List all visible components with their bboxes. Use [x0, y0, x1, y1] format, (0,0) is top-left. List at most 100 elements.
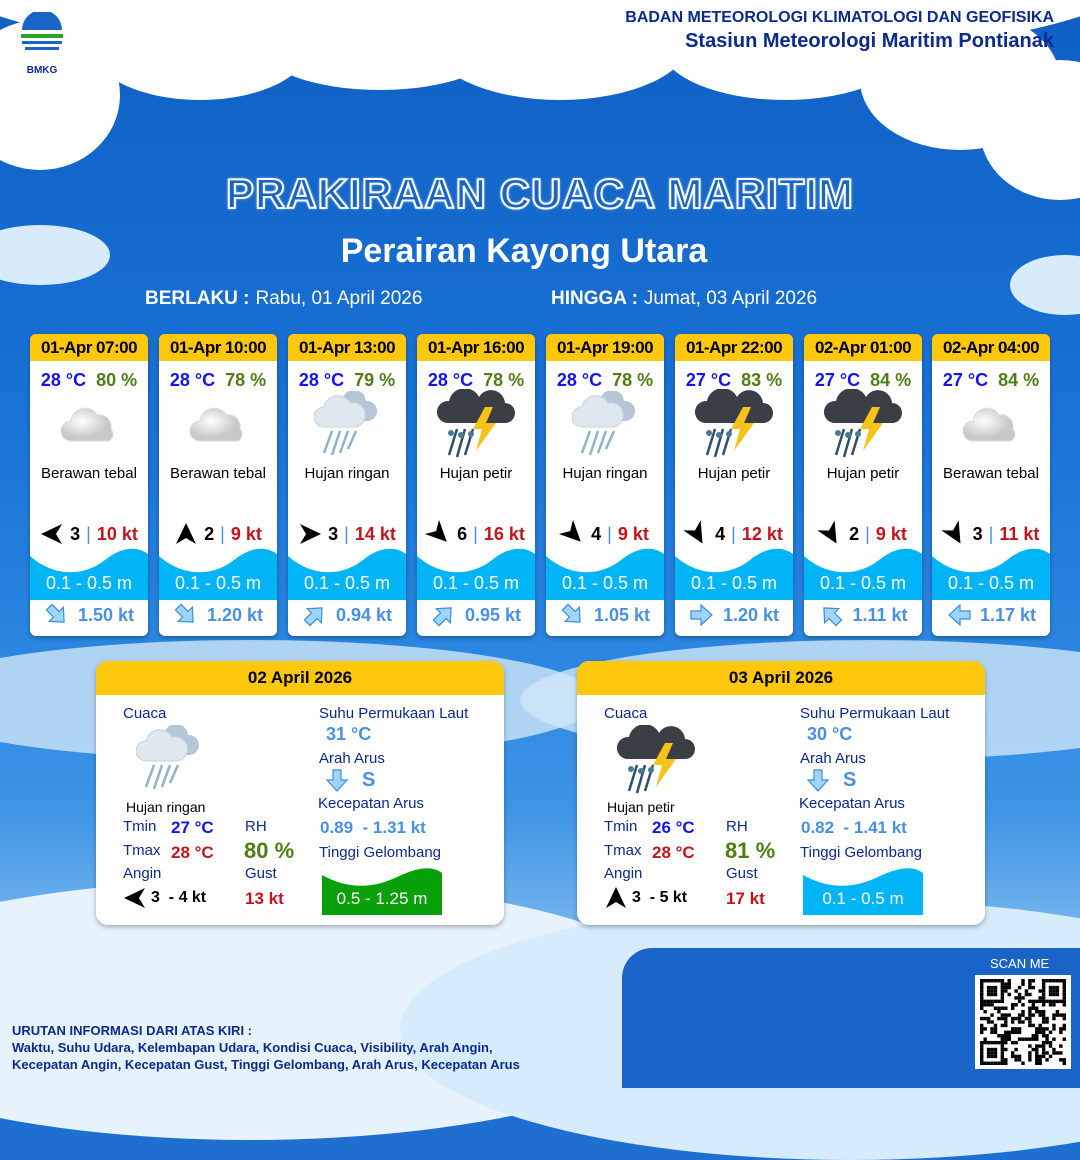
weather-condition: Hujan petir	[826, 465, 900, 482]
qr-code[interactable]	[975, 975, 1071, 1069]
thunderstorm-icon	[616, 724, 695, 802]
forecast-card: 02-Apr 01:00 27 °C 84 % Hujan petir 2 | 9 kt 0…	[804, 334, 922, 636]
light-rain-icon	[288, 391, 406, 459]
cloudy-icon	[159, 391, 277, 459]
current-speed: 0.95 kt	[464, 604, 522, 625]
wind-speed: 2	[204, 523, 215, 544]
wind-direction-icon	[940, 520, 961, 544]
weather-condition: Hujan petir	[697, 465, 771, 482]
wind-direction-icon	[124, 888, 145, 908]
sea-surface-temp: 31 °C	[326, 724, 372, 744]
current-direction-icon	[948, 603, 971, 627]
air-temp: 27 °C	[814, 370, 861, 390]
wave-height: 0.1 - 0.5 m	[932, 548, 1050, 600]
forecast-card: 01-Apr 13:00 28 °C 79 % Hujan ringan 3 | 14 k…	[288, 334, 406, 636]
humidity: 78 %	[225, 370, 267, 390]
tmax: 28 °C	[652, 843, 695, 862]
humidity: 78 %	[612, 370, 654, 390]
current-speed: 1.20 kt	[206, 604, 264, 625]
cloudy-icon	[932, 391, 1050, 459]
wave-height: 0.1 - 0.5 m	[417, 548, 535, 600]
humidity: 84 %	[870, 370, 912, 390]
wind-speed: 4	[591, 523, 602, 544]
wave-height: 0.1 - 0.5 m	[30, 548, 148, 600]
current-speed: 1.17 kt	[979, 604, 1037, 625]
current-direction-icon	[174, 603, 194, 623]
forecast-time: 01-Apr 13:00	[288, 334, 406, 361]
bmkg-logo: BMKG	[14, 10, 70, 76]
wind-speed: 4	[715, 523, 726, 544]
summary-wind: 3 - 5 kt	[632, 889, 688, 906]
wave-height: 0.1 - 0.5 m	[804, 548, 922, 600]
org-name: BADAN METEOROLOGI KLIMATOLOGI DAN GEOFIS…	[625, 9, 1054, 26]
forecast-card: 01-Apr 22:00 27 °C 83 % Hujan petir 4 | 12 kt…	[675, 334, 793, 636]
current-direction-icon	[690, 603, 713, 627]
wind-speed: 3	[972, 523, 983, 544]
air-temp: 28 °C	[169, 370, 216, 390]
valid-to: HINGGA : Jumat, 03 April 2026	[551, 288, 818, 309]
weather-condition: Berawan tebal	[41, 465, 137, 482]
wind-direction-icon	[424, 519, 447, 542]
wind-speed: 6	[457, 523, 468, 544]
air-temp: 27 °C	[942, 370, 989, 390]
thunderstorm-icon	[417, 389, 535, 459]
footer-legend: URUTAN INFORMASI DARI ATAS KIRI : Waktu,…	[12, 1023, 520, 1072]
scan-label: SCAN ME	[990, 956, 1050, 971]
forecast-time: 01-Apr 16:00	[417, 334, 535, 361]
summary-wave-height: 0.1 - 0.5 m	[803, 867, 923, 915]
forecast-card: 02-Apr 04:00 27 °C 84 % Berawan tebal 3 | 11 …	[932, 334, 1050, 636]
daily-summary: 02 April 2026 Cuaca Hujan ringan Tmin 27 °C T…	[96, 661, 504, 925]
forecast-time: 01-Apr 07:00	[30, 334, 148, 361]
thunderstorm-icon	[804, 389, 922, 459]
humidity: 79 %	[354, 370, 396, 390]
forecast-time: 01-Apr 19:00	[546, 334, 664, 361]
current-speed: 0.94 kt	[335, 604, 393, 625]
current-speed-range: 0.82 - 1.41 kt	[801, 818, 907, 837]
gust-speed: 9 kt	[617, 523, 649, 544]
current-direction-icon	[303, 607, 323, 627]
weather-condition: Berawan tebal	[943, 465, 1039, 482]
wind-speed: 2	[849, 523, 860, 544]
forecast-card: 01-Apr 16:00 28 °C 78 % Hujan petir 6 | 16 kt…	[417, 334, 535, 636]
air-temp: 28 °C	[556, 370, 603, 390]
current-speed: 1.11 kt	[852, 604, 908, 625]
summary-rh: 80 %	[244, 838, 295, 863]
humidity: 83 %	[741, 370, 783, 390]
current-speed: 1.20 kt	[722, 604, 780, 625]
wind-speed: 3	[328, 523, 339, 544]
forecast-card: 01-Apr 10:00 28 °C 78 % Berawan tebal 2 | 9 k…	[159, 334, 277, 636]
sea-surface-temp: 30 °C	[807, 724, 853, 744]
tmin: 27 °C	[171, 818, 214, 837]
tmin: 26 °C	[652, 818, 695, 837]
valid-from: BERLAKU : Rabu, 01 April 2026	[145, 288, 423, 309]
gust-speed: 11 kt	[999, 523, 1040, 544]
daily-summary: 03 April 2026 Cuaca Hujan petir Tmin 26 °C Tm…	[577, 661, 985, 925]
wind-direction-icon	[176, 523, 197, 544]
air-temp: 28 °C	[40, 370, 87, 390]
wind-direction-icon	[558, 519, 581, 542]
current-direction-icon	[561, 603, 581, 623]
weather-condition: Berawan tebal	[170, 465, 266, 482]
summary-gust: 17 kt	[726, 889, 765, 908]
wave-height: 0.1 - 0.5 m	[546, 548, 664, 600]
gust-speed: 12 kt	[741, 523, 783, 544]
wave-height: 0.1 - 0.5 m	[159, 548, 277, 600]
current-direction-icon	[823, 607, 843, 627]
gust-speed: 9 kt	[875, 523, 907, 544]
forecast-time: 01-Apr 22:00	[675, 334, 793, 361]
forecast-card: 01-Apr 07:00 28 °C 80 % Berawan tebal 3 | 10 …	[30, 334, 148, 636]
page-title: PRAKIRAAN CUACA MARITIM	[225, 169, 855, 218]
summary-condition: Hujan ringan	[126, 799, 206, 815]
summary-wind: 3 - 4 kt	[151, 889, 207, 906]
forecast-time: 01-Apr 10:00	[159, 334, 277, 361]
air-temp: 28 °C	[298, 370, 345, 390]
current-speed-range: 0.89 - 1.31 kt	[320, 818, 426, 837]
gust-speed: 16 kt	[483, 523, 525, 544]
weather-condition: Hujan ringan	[562, 465, 648, 482]
current-direction: S	[843, 769, 857, 791]
tmax: 28 °C	[171, 843, 214, 862]
summary-condition: Hujan petir	[607, 799, 675, 815]
current-direction: S	[362, 769, 376, 791]
summary-date: 02 April 2026	[96, 661, 504, 695]
wind-direction-icon	[300, 524, 322, 544]
